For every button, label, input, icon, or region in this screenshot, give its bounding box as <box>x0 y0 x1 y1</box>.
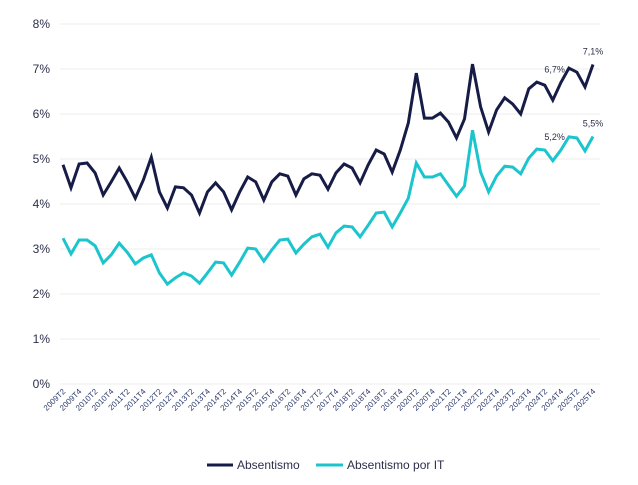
series-line-1 <box>61 129 595 287</box>
y-axis: 0% 1% 2% 3% 4% 5% 6% 7% 8% <box>33 17 51 391</box>
y-tick-label: 0% <box>33 377 51 391</box>
legend-label-absentismo: Absentismo <box>237 458 300 472</box>
series-line-0 <box>61 63 595 217</box>
legend: Absentismo Absentismo por IT <box>207 458 445 472</box>
data-labels: 6,7% 7,1% 5,2% 5,5% <box>544 47 603 143</box>
y-tick-label: 8% <box>33 17 51 31</box>
legend-label-absentismo-it: Absentismo por IT <box>347 458 445 472</box>
series-points-1 <box>62 130 594 285</box>
y-tick-label: 3% <box>33 242 51 256</box>
data-label: 7,1% <box>583 47 604 57</box>
data-label: 5,2% <box>544 132 565 142</box>
series-lines <box>61 63 595 287</box>
y-tick-label: 6% <box>33 107 51 121</box>
data-label: 6,7% <box>544 65 565 75</box>
series-points-0 <box>62 63 594 214</box>
y-tick-label: 7% <box>33 62 51 76</box>
y-tick-label: 5% <box>33 152 51 166</box>
data-label: 5,5% <box>583 119 604 129</box>
gridlines <box>60 23 600 385</box>
y-tick-label: 4% <box>33 197 51 211</box>
y-tick-label: 1% <box>33 332 51 346</box>
y-tick-label: 2% <box>33 287 51 301</box>
x-axis: 2009T22009T42010T22010T42011T22011T42012… <box>42 387 598 413</box>
